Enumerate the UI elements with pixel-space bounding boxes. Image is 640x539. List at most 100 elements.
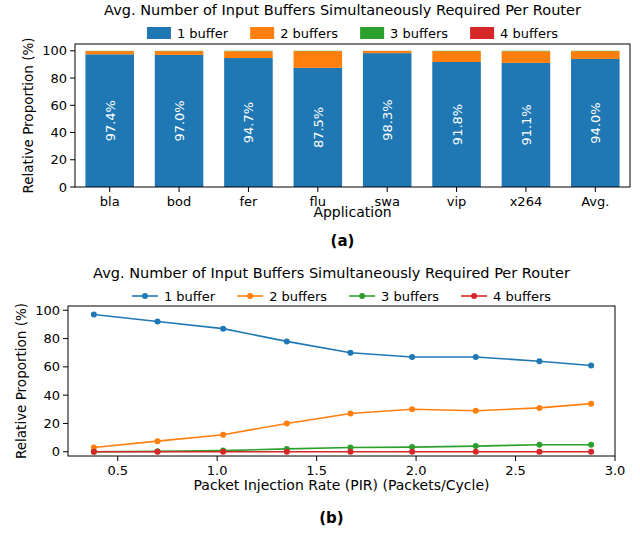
plot-area [85,51,619,187]
legend-item: 2 buffers [250,26,338,41]
title: Avg. Number of Input Buffers Simultaneou… [93,265,570,281]
legend-item: 3 buffers [349,289,439,304]
bar [294,51,343,68]
marker [91,311,97,317]
data-label: 94.0% [588,102,603,143]
legend: 1 buffer 2 buffers 3 buffers 4 buffers [132,289,551,304]
x-tick-label: flu [310,194,326,209]
bar [502,50,551,51]
bar [502,50,551,51]
y-tick-label: 100 [35,303,60,318]
line [94,445,591,452]
plot-frame [75,44,630,187]
x-tick [615,456,616,461]
x-axis-label: Packet Injection Rate (PIR) (Packets/Cyc… [194,477,490,493]
legend-item: 4 buffers [461,289,551,304]
legend-label: 2 buffers [269,289,327,304]
bar [155,55,204,187]
marker [536,358,542,364]
bar [571,50,620,51]
marker [473,449,479,455]
marker [473,408,479,414]
x-tick-label: 3.0 [605,463,626,478]
bar [224,58,273,187]
y-tick [63,451,68,452]
data-label: 98.3% [380,99,395,140]
y-tick-label: 60 [50,98,67,113]
chart: Avg. Number of Input Buffers Simultaneou… [20,2,630,250]
data-label: 91.1% [519,104,534,145]
marker [347,350,353,356]
marker [155,448,161,454]
bar [571,50,620,51]
bar [571,51,620,59]
x-tick-label: x264 [510,194,543,209]
marker [588,401,594,407]
x-tick [316,456,317,461]
legend-item: 3 buffers [360,26,448,41]
legend-marker [247,293,253,299]
marker [284,449,290,455]
x-tick-label: bla [100,194,120,209]
marker [347,449,353,455]
bar [155,51,204,55]
legend-marker [359,293,365,299]
y-tick-label: 0 [52,444,60,459]
caption: (a) [331,232,355,250]
x-tick [248,187,249,192]
legend-item: 2 buffers [237,289,327,304]
data-labels: 97.4%97.0%94.7%87.5%98.3%91.8%91.1%94.0% [103,99,604,148]
legend: 1 buffer2 buffers3 buffers4 buffers [147,26,558,41]
marker [536,405,542,411]
y-tick-label: 40 [43,388,60,403]
x-tick-label: 2.0 [406,463,427,478]
chart: Avg. Number of Input Buffers Simultaneou… [13,265,625,527]
line [94,314,591,365]
y-tick [63,395,68,396]
bar [432,51,481,62]
caption: (b) [319,509,343,527]
y-tick [63,366,68,367]
figure: Avg. Number of Input Buffers Simultaneou… [0,0,640,539]
bar [85,50,134,51]
y-tick-label: 80 [43,331,60,346]
legend-label: 1 buffer [164,289,216,304]
x-tick [387,187,388,192]
marker [588,449,594,455]
marker [284,338,290,344]
y-tick-label: 80 [50,71,67,86]
bar [363,53,412,187]
data-label: 97.0% [172,100,187,141]
marker [409,449,415,455]
x-tick-label: swa [375,194,400,209]
legend-label: 2 buffers [280,26,338,41]
x-tick [595,187,596,192]
legend-marker [471,293,477,299]
marker [284,420,290,426]
legend-patch [360,27,384,39]
bar [571,59,620,187]
marker [220,432,226,438]
bar [432,62,481,187]
bar [85,54,134,187]
marker [155,319,161,325]
marker [473,443,479,449]
marker [409,354,415,360]
legend-marker [142,293,148,299]
data-label: 94.7% [241,102,256,143]
marker [347,411,353,417]
bar [85,50,134,51]
y-tick [70,105,75,106]
y-axis-label: Relative Proportion (%) [13,303,29,459]
bar [155,50,204,51]
bar [363,50,412,51]
y-tick-label: 60 [43,359,60,374]
y-tick [70,78,75,79]
x-tick [525,187,526,192]
y-tick [63,423,68,424]
x-tick-label: bod [167,194,191,209]
marker [409,406,415,412]
bar [432,50,481,51]
bar [502,51,551,63]
bar [363,51,412,53]
